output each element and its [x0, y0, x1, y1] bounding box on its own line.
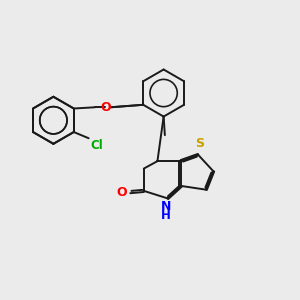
Text: S: S	[195, 137, 204, 151]
Text: O: O	[100, 101, 110, 114]
Text: Cl: Cl	[90, 140, 103, 152]
Text: H: H	[161, 209, 171, 222]
Text: O: O	[117, 186, 127, 199]
Text: N: N	[161, 200, 171, 212]
